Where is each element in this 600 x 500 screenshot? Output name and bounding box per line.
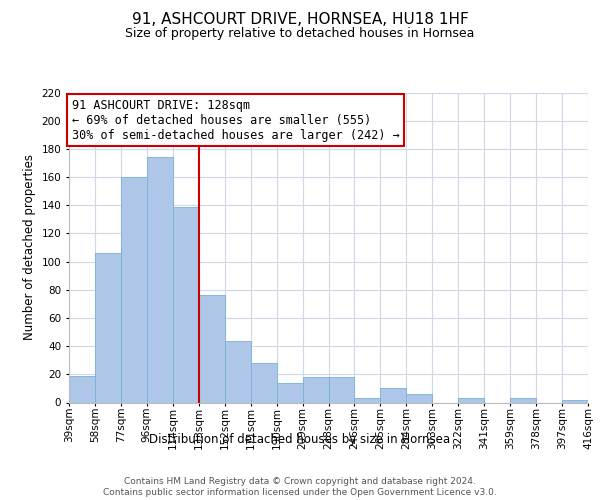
Bar xyxy=(380,388,406,402)
Bar xyxy=(225,340,251,402)
Text: Size of property relative to detached houses in Hornsea: Size of property relative to detached ho… xyxy=(125,28,475,40)
Bar xyxy=(199,296,224,403)
Bar xyxy=(329,377,355,402)
Bar xyxy=(406,394,432,402)
Bar xyxy=(147,158,173,402)
Bar xyxy=(302,377,329,402)
Bar xyxy=(173,206,199,402)
Bar xyxy=(69,376,95,402)
Text: 91 ASHCOURT DRIVE: 128sqm
← 69% of detached houses are smaller (555)
30% of semi: 91 ASHCOURT DRIVE: 128sqm ← 69% of detac… xyxy=(71,98,400,142)
Bar xyxy=(458,398,484,402)
Bar xyxy=(95,253,121,402)
Y-axis label: Number of detached properties: Number of detached properties xyxy=(23,154,36,340)
Text: Distribution of detached houses by size in Hornsea: Distribution of detached houses by size … xyxy=(149,432,451,446)
Bar xyxy=(121,177,147,402)
Bar xyxy=(277,383,302,402)
Bar xyxy=(562,400,588,402)
Bar xyxy=(355,398,380,402)
Text: Contains HM Land Registry data © Crown copyright and database right 2024.
Contai: Contains HM Land Registry data © Crown c… xyxy=(103,478,497,497)
Bar xyxy=(510,398,536,402)
Text: 91, ASHCOURT DRIVE, HORNSEA, HU18 1HF: 91, ASHCOURT DRIVE, HORNSEA, HU18 1HF xyxy=(131,12,469,28)
Bar xyxy=(251,363,277,403)
